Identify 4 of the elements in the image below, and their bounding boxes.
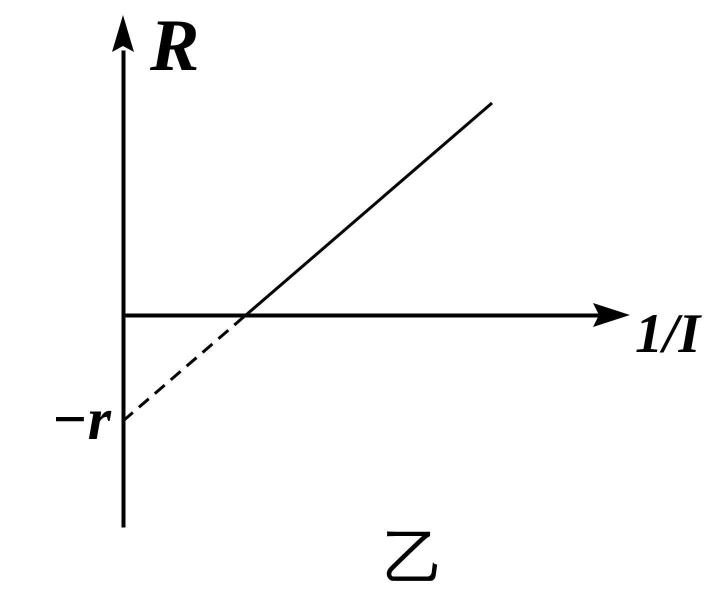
text: 乙 xyxy=(383,525,444,591)
y-axis-title: R xyxy=(149,5,200,87)
text: −r xyxy=(51,386,112,452)
x-axis-title: 1/I xyxy=(635,303,703,365)
